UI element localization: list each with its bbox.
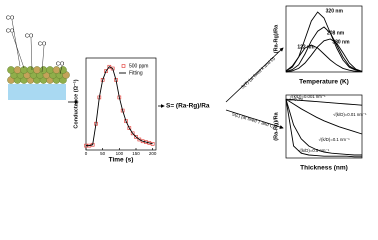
gas-label: CO xyxy=(25,33,34,39)
plot-frame xyxy=(85,57,157,151)
arrow-label: S(T) (at fixed k and D) xyxy=(240,55,276,89)
figure: S= (Ra-Rg)/Ra S(T) (at fixed k and D) S(… xyxy=(6,5,367,172)
x-axis-label: Temperature (K) xyxy=(299,79,349,86)
curve-label: √(k/D)=0.5 nm⁻¹ xyxy=(298,148,330,153)
connector xyxy=(41,45,45,73)
series-line xyxy=(285,98,363,135)
series-line xyxy=(285,11,363,72)
x-tick-label: 100 xyxy=(116,151,124,156)
gas-label: CO xyxy=(56,61,65,67)
series-line xyxy=(285,44,362,72)
particle xyxy=(52,66,61,74)
y-axis-label: (Ra-Rg)/Ra xyxy=(273,111,279,140)
particle xyxy=(59,66,67,74)
x-axis-label: Thickness (nm) xyxy=(300,165,348,172)
y-axis-label: (Ra-Rg)/Ra xyxy=(273,24,279,53)
curve-label: √(k/D)=0.001 nm⁻¹ xyxy=(290,94,326,99)
x-tick-label: 50 xyxy=(100,151,106,156)
gas-label: CO xyxy=(38,41,47,47)
plot-frame xyxy=(285,5,363,73)
sensing-layer xyxy=(7,66,70,84)
connector xyxy=(59,65,63,75)
series-line xyxy=(285,98,363,106)
connector xyxy=(30,37,33,71)
data-point xyxy=(104,69,108,73)
series-line xyxy=(86,66,153,147)
legend-label: 500 ppm xyxy=(129,63,148,69)
particle xyxy=(13,66,22,74)
formula: S= (Ra-Rg)/Ra xyxy=(166,103,210,110)
legend-label: Fitting xyxy=(129,70,143,76)
legend-marker xyxy=(121,64,126,68)
annotation: a=0.78 xyxy=(289,97,303,102)
curve-label: √(k/D)=0.01 nm⁻¹ xyxy=(333,112,367,117)
substrate xyxy=(8,84,66,100)
x-tick-label: 0 xyxy=(85,151,88,156)
plot-frame xyxy=(285,94,363,159)
data-point xyxy=(107,64,112,69)
arrow xyxy=(225,47,284,103)
x-tick-label: 150 xyxy=(132,151,140,156)
curve-label: 320 nm xyxy=(326,8,344,14)
curve-label: 208 nm xyxy=(327,30,345,36)
curve-label: 122 nm xyxy=(297,44,315,50)
connector xyxy=(11,32,25,69)
x-axis-label: Time (s) xyxy=(109,157,134,164)
series-line xyxy=(285,38,363,73)
particle xyxy=(7,66,15,74)
data-point xyxy=(130,131,135,136)
particle xyxy=(26,66,35,74)
particle xyxy=(39,66,48,74)
arrow-label: S(L) (at fixed T and C) xyxy=(231,111,275,129)
curve-label: 380 nm xyxy=(332,39,350,45)
series-line xyxy=(285,99,362,156)
x-tick-label: 200 xyxy=(149,151,157,156)
particle xyxy=(33,66,41,74)
curve-label: √(k/D)=0.1 nm⁻¹ xyxy=(319,137,351,142)
connector xyxy=(11,19,21,67)
series-line xyxy=(285,26,363,72)
gas-label: CO xyxy=(6,15,15,21)
data-point xyxy=(124,119,128,123)
series-line xyxy=(285,99,362,158)
y-axis-label: Conductance (Ω⁻¹) xyxy=(72,79,79,128)
particle xyxy=(46,66,54,74)
arrow xyxy=(225,109,284,129)
data-point xyxy=(134,135,138,139)
data-point xyxy=(137,137,142,142)
gas-label: CO xyxy=(6,28,15,34)
data-point xyxy=(127,126,132,130)
